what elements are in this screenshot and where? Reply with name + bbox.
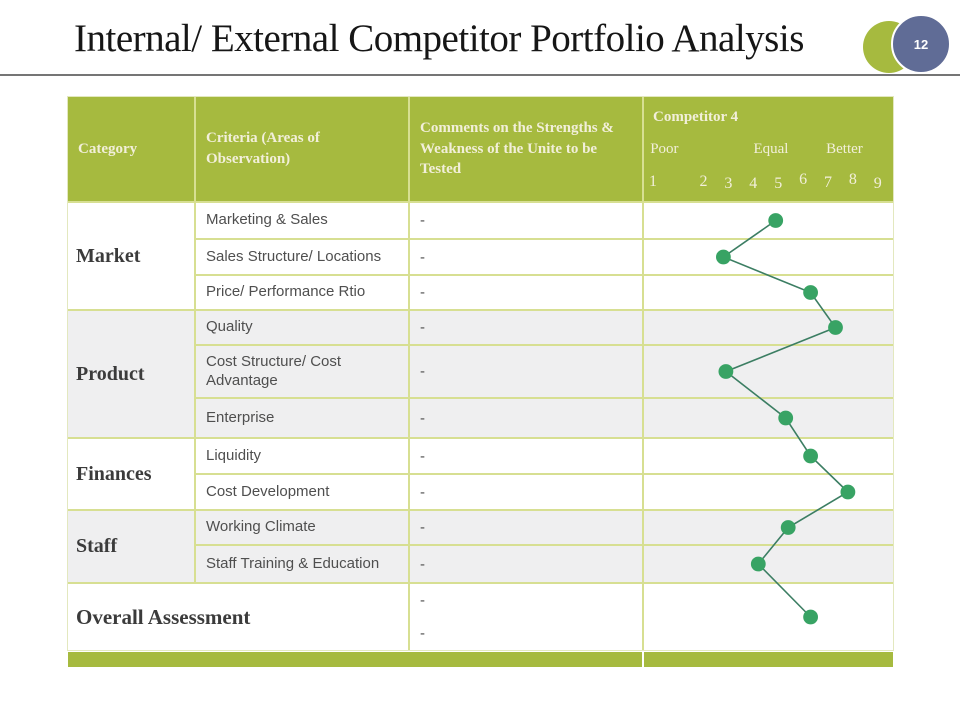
comment-cell: - — [410, 311, 642, 344]
criteria-cell: Staff Training & Education — [196, 546, 408, 582]
footer-bar-left-segment — [68, 652, 642, 667]
page-title: Internal/ External Competitor Portfolio … — [74, 17, 804, 60]
comment-cell: - — [410, 276, 642, 309]
rating-cell — [644, 346, 893, 397]
comment-dash: - — [420, 625, 425, 642]
scale-number: 7 — [824, 174, 832, 191]
footer-bar — [68, 652, 893, 667]
scale-number: 4 — [749, 175, 758, 192]
criteria-cell: Sales Structure/ Locations — [196, 240, 408, 274]
scale-number: 1 — [648, 173, 657, 190]
criteria-cell: Price/ Performance Rtio — [196, 276, 408, 309]
scale-number: 9 — [873, 175, 882, 192]
comment-cell: - — [410, 346, 642, 397]
category-cell: Product — [68, 311, 194, 437]
scale-anchor-label: Better — [826, 141, 863, 157]
footer-bar-right-segment — [644, 652, 893, 667]
comment-cell: - — [410, 475, 642, 509]
comment-cell: - — [410, 439, 642, 473]
rating-cell — [644, 511, 893, 544]
criteria-cell: Enterprise — [196, 399, 408, 437]
criteria-cell: Cost Structure/ Cost Advantage — [196, 346, 408, 397]
scale-number: 6 — [799, 171, 808, 188]
overall-assessment-label: Overall Assessment — [68, 584, 408, 650]
rating-cell — [644, 240, 893, 274]
rating-cell — [644, 399, 893, 437]
page-number: 12 — [913, 36, 929, 52]
criteria-cell: Working Climate — [196, 511, 408, 544]
header-category: Category — [68, 97, 194, 201]
rating-cell — [644, 439, 893, 473]
criteria-cell: Marketing & Sales — [196, 203, 408, 238]
scale-number: 8 — [848, 171, 857, 188]
comment-cell: - — [410, 511, 642, 544]
rating-cell — [644, 584, 893, 650]
scale-number: 2 — [699, 173, 708, 190]
rating-cell — [644, 475, 893, 509]
rating-cell — [644, 276, 893, 309]
category-cell: Market — [68, 203, 194, 309]
header-criteria: Criteria (Areas of Observation) — [196, 97, 408, 201]
criteria-cell: Cost Development — [196, 475, 408, 509]
competitor-label: Competitor 4 — [653, 109, 739, 125]
rating-cell — [644, 546, 893, 582]
scale-anchor-label: Poor — [650, 141, 679, 157]
scale-anchor-label: Equal — [753, 141, 789, 157]
criteria-cell: Liquidity — [196, 439, 408, 473]
comment-dash: - — [420, 592, 425, 609]
header-comments: Comments on the Strengths & Weakness of … — [410, 97, 642, 201]
criteria-cell: Quality — [196, 311, 408, 344]
category-cell: Staff — [68, 511, 194, 582]
scale-number: 3 — [724, 175, 733, 192]
comment-cell: - — [410, 240, 642, 274]
page-number-badge: 12 — [891, 14, 951, 74]
analysis-table: Category Criteria (Areas of Observation)… — [68, 97, 893, 650]
comment-cell: - — [410, 203, 642, 238]
comment-cell: - — [410, 399, 642, 437]
rating-cell — [644, 203, 893, 238]
scale-number: 5 — [774, 175, 783, 192]
overall-comments-cell: -- — [410, 584, 642, 650]
title-divider — [0, 74, 960, 76]
comment-cell: - — [410, 546, 642, 582]
rating-cell — [644, 311, 893, 344]
category-cell: Finances — [68, 439, 194, 509]
